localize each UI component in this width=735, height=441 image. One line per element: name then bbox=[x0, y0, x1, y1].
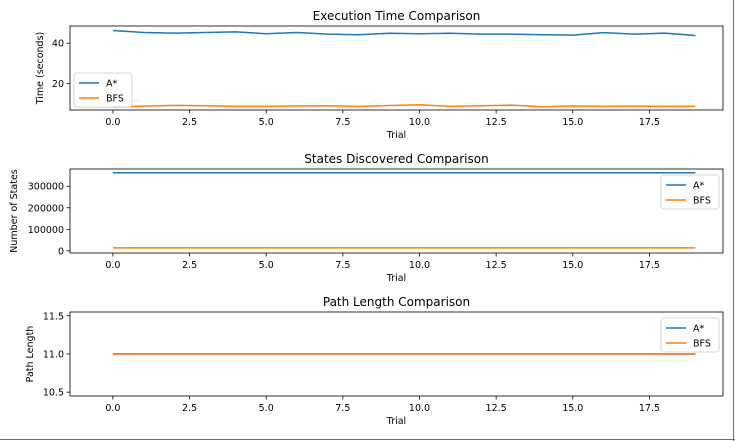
x-axis-label: Trial bbox=[386, 130, 406, 141]
x-axis-label: Trial bbox=[386, 273, 406, 284]
x-tick-label: 5.0 bbox=[259, 260, 274, 271]
y-tick-label: 20 bbox=[52, 79, 64, 90]
y-tick-label: 11.5 bbox=[43, 311, 64, 322]
legend-label: A* bbox=[106, 79, 117, 90]
x-tick-label: 15.0 bbox=[562, 117, 583, 128]
series-line-astar bbox=[112, 29, 696, 37]
x-tick-label: 17.5 bbox=[639, 260, 660, 271]
x-tick-label: 7.5 bbox=[335, 117, 350, 128]
x-tick-label: 0.0 bbox=[105, 260, 120, 271]
x-tick-label: 15.0 bbox=[562, 260, 583, 271]
y-tick-label: 300000 bbox=[28, 182, 64, 193]
legend-label: BFS bbox=[693, 196, 711, 207]
legend-label: BFS bbox=[693, 339, 711, 350]
x-tick-label: 17.5 bbox=[639, 117, 660, 128]
x-tick-label: 2.5 bbox=[182, 403, 197, 414]
x-tick-label: 0.0 bbox=[105, 117, 120, 128]
x-tick-label: 12.5 bbox=[486, 260, 507, 271]
subplot-2: 0.0 2.5 5.0 7.5 10.0 12.5 15.0 17.5 0 100000 20000… bbox=[9, 152, 724, 284]
x-axis-label: Trial bbox=[386, 416, 406, 427]
legend-label: BFS bbox=[106, 94, 124, 105]
y-axis-label: Time (seconds) bbox=[35, 32, 46, 106]
x-tick-label: 10.0 bbox=[409, 260, 430, 271]
y-axis-label: Number of States bbox=[9, 169, 20, 253]
y-axis-label: Path Length bbox=[25, 326, 36, 383]
x-tick-label: 7.5 bbox=[335, 403, 350, 414]
subplot-3: 0.0 2.5 5.0 7.5 10.0 12.5 15.0 17.5 10.5 11.0 11.5… bbox=[25, 295, 724, 427]
axes-frame bbox=[69, 25, 724, 111]
x-tick-label: 12.5 bbox=[486, 403, 507, 414]
x-tick-label: 10.0 bbox=[409, 117, 430, 128]
x-tick-label: 0.0 bbox=[105, 403, 120, 414]
chart-title: Path Length Comparison bbox=[323, 295, 470, 309]
legend: A* BFS bbox=[660, 174, 720, 210]
x-tick-label: 15.0 bbox=[562, 403, 583, 414]
axes-frame bbox=[69, 168, 724, 254]
y-tick-label: 40 bbox=[52, 39, 64, 50]
x-tick-label: 17.5 bbox=[639, 403, 660, 414]
chart-title: Execution Time Comparison bbox=[313, 9, 481, 23]
legend: A* BFS bbox=[73, 72, 133, 108]
x-tick-label: 12.5 bbox=[486, 117, 507, 128]
y-tick-label: 100000 bbox=[28, 225, 64, 236]
y-tick-label: 0 bbox=[58, 246, 64, 257]
series-line-bfs bbox=[112, 103, 696, 108]
chart-title: States Discovered Comparison bbox=[304, 152, 488, 166]
x-tick-label: 7.5 bbox=[335, 260, 350, 271]
y-tick-label: 200000 bbox=[28, 203, 64, 214]
x-tick-label: 2.5 bbox=[182, 260, 197, 271]
x-tick-label: 5.0 bbox=[259, 403, 274, 414]
y-tick-label: 11.0 bbox=[43, 350, 64, 361]
subplot-1: 0.0 2.5 5.0 7.5 10.0 12.5 15.0 17.5 20 40 Executio… bbox=[35, 9, 724, 141]
x-tick-label: 10.0 bbox=[409, 403, 430, 414]
legend-label: A* bbox=[693, 324, 704, 335]
x-tick-label: 2.5 bbox=[182, 117, 197, 128]
y-tick-label: 10.5 bbox=[43, 388, 64, 399]
legend: A* BFS bbox=[660, 317, 720, 353]
legend-label: A* bbox=[693, 181, 704, 192]
x-tick-label: 5.0 bbox=[259, 117, 274, 128]
